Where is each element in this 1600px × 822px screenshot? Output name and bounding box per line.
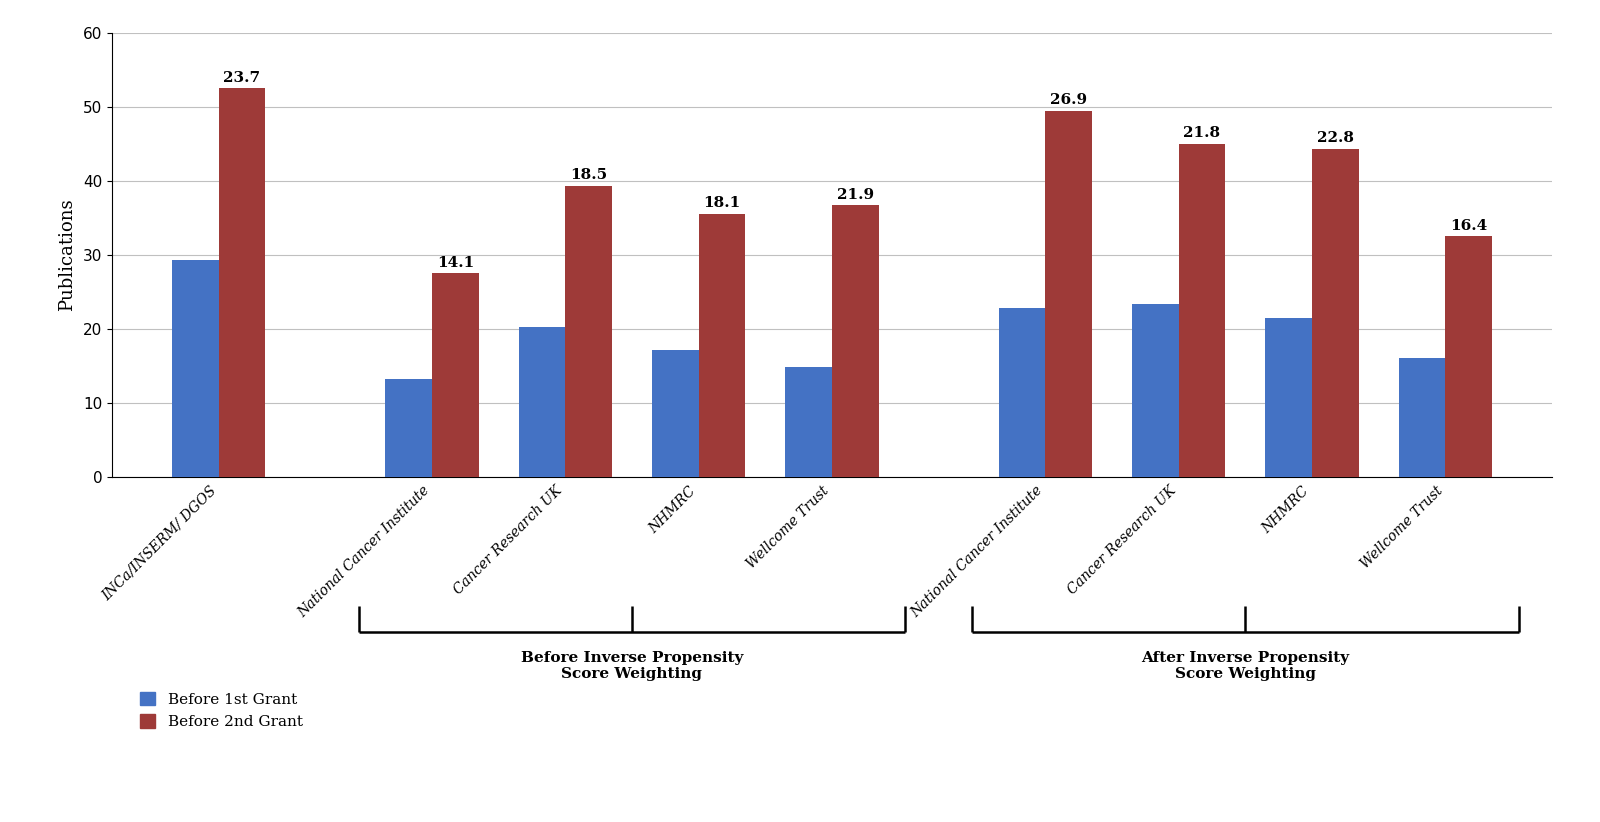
Bar (1398, 358, 1445, 477)
Bar (219, 89, 266, 477)
Text: 21.8: 21.8 (1184, 126, 1221, 140)
Text: After Inverse Propensity
Score Weighting: After Inverse Propensity Score Weighting (1141, 651, 1349, 681)
Bar (786, 367, 832, 477)
Text: 21.9: 21.9 (837, 187, 874, 201)
Bar (173, 260, 219, 477)
Bar (832, 206, 878, 477)
Bar (699, 214, 746, 477)
Bar (432, 273, 478, 477)
Text: Before Inverse Propensity
Score Weighting: Before Inverse Propensity Score Weightin… (522, 651, 742, 681)
Text: 23.7: 23.7 (224, 71, 261, 85)
Text: 14.1: 14.1 (437, 256, 474, 270)
Legend: Before 1st Grant, Before 2nd Grant: Before 1st Grant, Before 2nd Grant (134, 686, 309, 736)
Y-axis label: Publications: Publications (58, 198, 75, 312)
Text: 18.1: 18.1 (704, 196, 741, 210)
Text: 26.9: 26.9 (1050, 93, 1088, 107)
Bar (1131, 304, 1179, 477)
Bar (518, 326, 565, 477)
Bar (1266, 318, 1312, 477)
Bar (386, 379, 432, 477)
Bar (1045, 111, 1091, 477)
Text: 16.4: 16.4 (1450, 219, 1488, 233)
Bar (998, 308, 1045, 477)
Bar (1312, 149, 1358, 477)
Text: 22.8: 22.8 (1317, 132, 1354, 145)
Bar (1179, 144, 1226, 477)
Bar (653, 350, 699, 477)
Text: 18.5: 18.5 (570, 169, 608, 182)
Bar (565, 186, 611, 477)
Bar (1445, 237, 1491, 477)
